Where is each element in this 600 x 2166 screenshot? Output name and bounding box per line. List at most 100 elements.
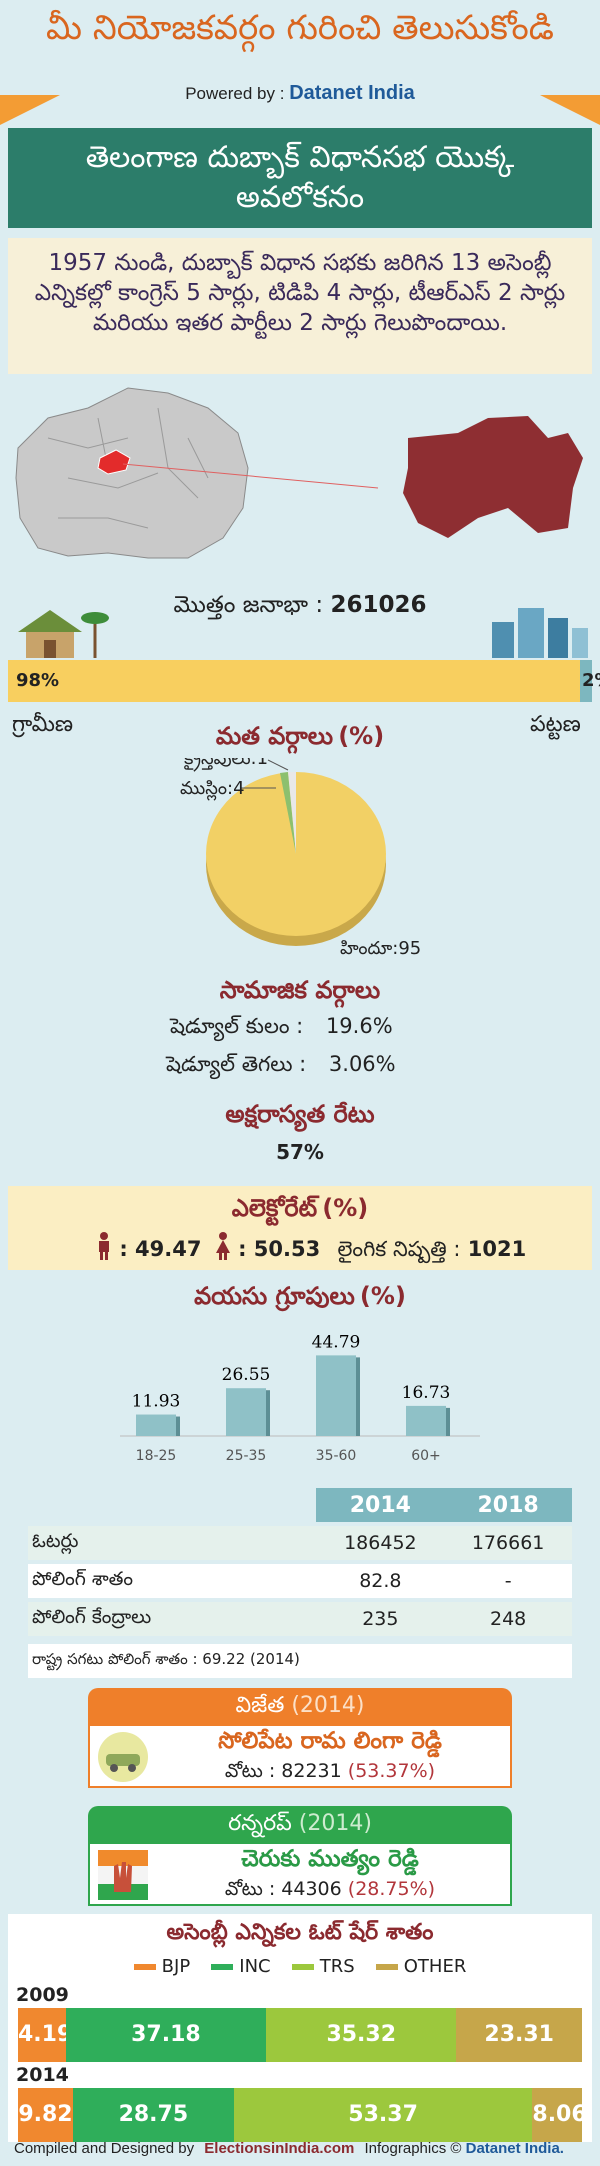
trs-car-symbol-icon xyxy=(98,1732,148,1782)
vote-share-segment-inc: 37.18 xyxy=(65,2008,267,2062)
row-label-polling-pct: పోలింగ్ శాతం xyxy=(28,1564,317,1598)
age-value-label: 44.79 xyxy=(312,1332,361,1352)
age-category-label: 25-35 xyxy=(226,1448,267,1464)
st-line: షెడ్యూల్ తెగలు : 3.06% xyxy=(166,1052,396,1082)
female-icon xyxy=(215,1232,230,1260)
runnerup-name: చెరుకు ముత్యం రెడ్డి xyxy=(241,1846,419,1872)
urban-label: పట్టణ xyxy=(530,712,581,737)
sc-value: 19.6% xyxy=(325,1014,393,1038)
pie-label-muslim: ముస్లిం:4 xyxy=(180,778,245,801)
runnerup-year: (2014) xyxy=(298,1811,372,1836)
winner-name: సోలిపేట రామ లింగా రెడ్డి xyxy=(218,1728,442,1754)
col-header-2014: 2014 xyxy=(316,1488,445,1522)
cell-stations-2018: 248 xyxy=(444,1602,572,1636)
runnerup-votes-pct: (28.75%) xyxy=(347,1878,436,1900)
legend-trs: TRS xyxy=(291,1956,355,1977)
vote-share-heading: అసెంబ్లీ ఎన్నికల ఓట్ షేర్ శాతం xyxy=(0,1920,600,1950)
st-value: 3.06% xyxy=(328,1052,396,1076)
age-category-label: 18-25 xyxy=(136,1448,177,1464)
cell-voters-2018: 176661 xyxy=(444,1526,572,1560)
winner-votes-pct: (53.37%) xyxy=(347,1760,436,1782)
vote-share-bar-2009: 4.19 37.18 35.32 23.31 xyxy=(18,2008,582,2062)
runnerup-title: రన్నరప్ xyxy=(228,1811,292,1836)
row-label-voters: ఓటర్లు xyxy=(28,1526,317,1560)
footer: Compiled and Designed by ElectionsinIndi… xyxy=(0,2140,600,2157)
sex-ratio-value: 1021 xyxy=(467,1237,527,1261)
age-bar-chart: 11.93 18-25 26.55 25-35 44.79 35-60 16.73 60+ xyxy=(120,1332,480,1464)
population-value: 261026 xyxy=(330,592,427,618)
social-heading: సామాజిక వర్గాలు xyxy=(0,976,600,1010)
rural-bar: 98% xyxy=(8,660,580,702)
age-bar-60+ xyxy=(406,1405,446,1436)
vote-share-segment-trs: 53.37 xyxy=(233,2088,533,2142)
col-header-2018: 2018 xyxy=(444,1488,572,1522)
year-label-2014: 2014 xyxy=(16,2064,69,2086)
age-unit: (%) xyxy=(359,1282,406,1310)
legend-bjp: BJP xyxy=(133,1956,190,1977)
age-value-label: 11.93 xyxy=(132,1392,181,1412)
year-label-2009: 2009 xyxy=(16,1984,69,2006)
pie-label-christian: క్రైస్తవులు:1 xyxy=(184,758,268,772)
age-bar-25-35 xyxy=(226,1388,266,1436)
winner-title: విజేత xyxy=(235,1693,285,1718)
vote-share-legend: BJP INC TRS OTHER xyxy=(0,1956,600,1977)
st-label: షెడ్యూల్ తెగలు : xyxy=(166,1052,307,1076)
electorate-stats: : 49.47 : 50.53 లైంగిక నిష్పత్తి : 1021 xyxy=(96,1232,526,1267)
vote-share-segment-other: 23.31 xyxy=(456,2008,582,2062)
male-icon xyxy=(99,1232,109,1260)
legend-swatch-trs xyxy=(291,1964,314,1970)
vote-share-segment-inc: 28.75 xyxy=(72,2088,234,2142)
runnerup-card: చెరుకు ముత్యం రెడ్డి వోటు : 44306 (28.75… xyxy=(88,1842,512,1906)
telangana-state-map xyxy=(15,387,249,559)
rural-label: గ్రామీణ xyxy=(12,712,74,737)
corner-decoration-right xyxy=(540,95,600,125)
legend-swatch-other xyxy=(375,1964,398,1970)
winner-votes-label: వోటు : 82231 xyxy=(224,1760,342,1782)
total-population: మొత్తం జనాభా : 261026 xyxy=(0,592,600,624)
table-row: ఓటర్లు 186452 176661 xyxy=(28,1526,572,1560)
religion-pie-chart: క్రైస్తవులు:1 ముస్లిం:4 హిందూ:95 xyxy=(180,758,421,959)
literacy-heading: అక్షరాస్యత రేటు xyxy=(0,1100,600,1134)
religion-heading: మత వర్గాలు (%) xyxy=(0,722,600,756)
sex-ratio-label: లైంగిక నిష్పత్తి : xyxy=(337,1237,461,1261)
age-bar-35-60 xyxy=(316,1355,356,1436)
footer-brand[interactable]: Datanet India. xyxy=(465,2140,564,2157)
cell-polling-pct-2018: - xyxy=(444,1564,572,1598)
stats-table: 2014 2018 ఓటర్లు 186452 176661 పోలింగ్ శ… xyxy=(28,1484,572,1678)
table-row: పోలింగ్ శాతం 82.8 - xyxy=(28,1564,572,1598)
vote-share-bar-2014: 9.82 28.75 53.37 8.06 xyxy=(18,2088,587,2142)
powered-by: Powered by : Datanet India xyxy=(0,82,600,105)
vote-share-segment-bjp: 9.82 xyxy=(18,2088,73,2142)
cell-stations-2014: 235 xyxy=(316,1602,445,1636)
footer-infographics: Infographics © xyxy=(364,2140,462,2157)
winner-year: (2014) xyxy=(291,1693,365,1718)
social-title: సామాజిక వర్గాలు xyxy=(219,976,381,1004)
vote-share-segment-trs: 35.32 xyxy=(266,2008,457,2062)
vote-share-segment-other: 8.06 xyxy=(532,2088,587,2142)
cell-polling-pct-2014: 82.8 xyxy=(316,1564,445,1598)
legend-inc: INC xyxy=(211,1956,271,1977)
rural-hut-icon xyxy=(18,610,109,658)
constituency-map xyxy=(15,387,583,559)
electorate-heading: ఎలెక్టోరేట్ (%) xyxy=(0,1194,600,1228)
electorate-title: ఎలెక్టోరేట్ xyxy=(231,1194,318,1222)
summary-text: 1957 నుండి, దుబ్బాక్ విధాన సభకు జరిగిన 1… xyxy=(8,238,592,374)
footer-site[interactable]: ElectionsinIndia.com xyxy=(204,2140,355,2157)
pie-label-hindu: హిందూ:95 xyxy=(340,938,421,959)
dubbak-highlight xyxy=(97,449,131,475)
urban-buildings-icon xyxy=(492,608,588,658)
row-label-polling-stations: పోలింగ్ కేంద్రాలు xyxy=(28,1602,317,1636)
age-value-label: 16.73 xyxy=(402,1383,451,1403)
runnerup-votes-label: వోటు : 44306 xyxy=(224,1878,342,1900)
legend-swatch-inc xyxy=(211,1964,234,1970)
literacy-title: అక్షరాస్యత రేటు xyxy=(225,1100,375,1128)
pie-slice-muslim xyxy=(280,772,296,854)
legend-other: OTHER xyxy=(375,1956,466,1977)
runnerup-header: రన్నరప్ (2014) xyxy=(88,1806,512,1842)
vote-share-segment-bjp: 4.19 xyxy=(18,2008,72,2062)
powered-brand[interactable]: Datanet India xyxy=(289,82,415,104)
powered-label: Powered by : xyxy=(185,84,285,103)
footer-compiled: Compiled and Designed by xyxy=(14,2140,195,2157)
age-title: వయసు గ్రూపులు xyxy=(194,1282,355,1310)
runnerup-votes: వోటు : 44306 (28.75%) xyxy=(160,1878,500,1905)
